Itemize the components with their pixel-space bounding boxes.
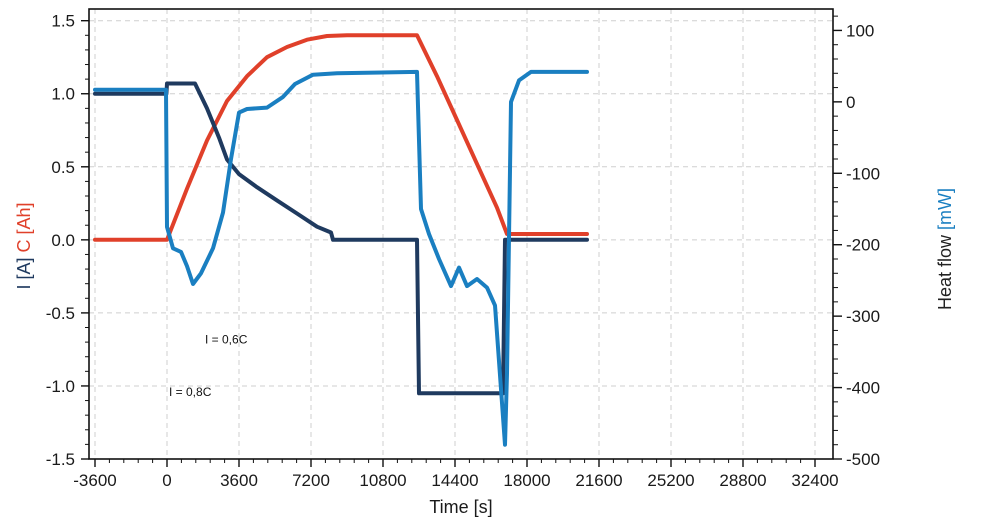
y2-axis-title: Heat flow [mW] [935, 188, 955, 310]
y2-axis-title-unit: [mW] [935, 188, 955, 230]
y-tick-label: -0.5 [46, 304, 75, 323]
y-tick-label: 1.0 [51, 85, 75, 104]
plot-frame [88, 8, 834, 460]
x-tick-label: 14400 [431, 471, 478, 490]
y-axis-title-capacity: C [Ah] [14, 202, 34, 257]
x-tick-label: 21600 [575, 471, 622, 490]
y2-axis-title-heatflow: Heat flow [935, 230, 955, 310]
y-tick-label: 0.5 [51, 158, 75, 177]
x-tick-label: 28800 [719, 471, 766, 490]
annotation-label: I = 0,8C [169, 385, 212, 399]
x-tick-label: 18000 [503, 471, 550, 490]
y-tick-label: -1.5 [46, 450, 75, 469]
axis-ticks [81, 15, 842, 467]
x-tick-label: 32400 [791, 471, 838, 490]
y2-tick-label: -100 [846, 164, 880, 183]
tick-labels: -3600 0 3600 7200 10800 14400 18000 21600 25200 2… [46, 12, 880, 490]
annotation-label: I = 0,6C [205, 333, 248, 347]
y2-tick-label: -400 [846, 379, 880, 398]
x-tick-label: 25200 [647, 471, 694, 490]
x-tick-label: -3600 [73, 471, 116, 490]
y-tick-label: 0.0 [51, 231, 75, 250]
y-axis-title: I [A] C [Ah] [14, 202, 34, 289]
annotations: I = 0,6C I = 0,8C [169, 333, 248, 400]
y2-tick-label: 100 [846, 21, 874, 40]
x-tick-label: 0 [162, 471, 171, 490]
y2-tick-label: -200 [846, 236, 880, 255]
y2-tick-label: 0 [846, 93, 855, 112]
x-axis-title: Time [s] [429, 497, 492, 517]
y2-tick-label: -300 [846, 307, 880, 326]
series-line [93, 81, 589, 396]
y-axis-title-current: I [A] [14, 258, 34, 290]
y2-tick-label: -500 [846, 450, 880, 469]
series-line [93, 69, 589, 447]
x-tick-label: 7200 [292, 471, 330, 490]
y-tick-label: 1.5 [51, 12, 75, 31]
series-line [93, 33, 589, 242]
series-lines [93, 33, 589, 447]
y-tick-label: -1.0 [46, 377, 75, 396]
x-tick-label: 10800 [359, 471, 406, 490]
x-tick-label: 3600 [220, 471, 258, 490]
